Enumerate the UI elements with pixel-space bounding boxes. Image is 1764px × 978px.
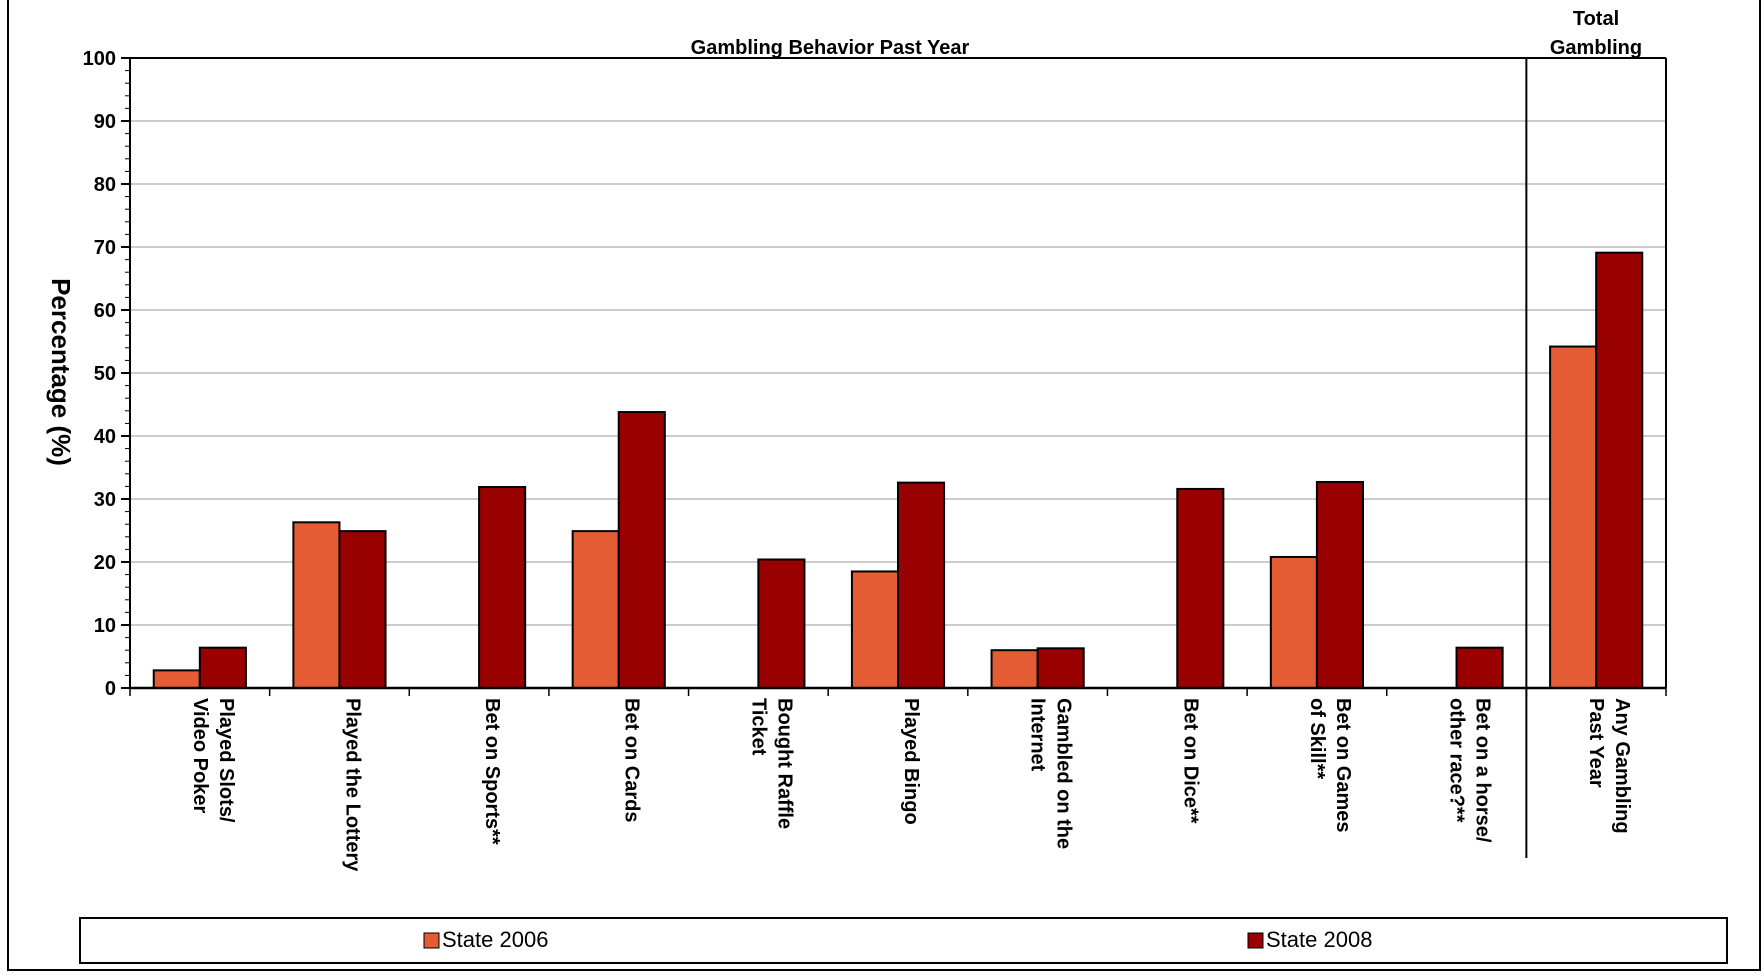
x-tick-label: Video Poker xyxy=(189,698,211,813)
bar-state-2008 xyxy=(1315,480,1364,689)
y-tick-label: 70 xyxy=(94,237,116,259)
bar-state-2008 xyxy=(617,411,666,689)
bar-state-2008 xyxy=(1036,647,1085,689)
x-tick-label: Bet on Sports** xyxy=(481,698,503,845)
bar-state-2008 xyxy=(338,530,387,689)
y-tick-label: 80 xyxy=(94,174,116,196)
x-tick-label: Bought Raffle xyxy=(773,698,795,829)
outer-border xyxy=(7,0,1761,971)
y-axis-title: Percentage (%) xyxy=(46,278,76,466)
y-tick-label: 40 xyxy=(94,426,116,448)
bar-state-2006 xyxy=(1549,345,1598,689)
bar-state-2008 xyxy=(198,646,247,689)
y-tick-label: 100 xyxy=(83,48,116,70)
legend-box xyxy=(79,917,1728,964)
x-tick-label: Played Bingo xyxy=(900,698,922,825)
legend-label-state-2006: State 2006 xyxy=(442,927,548,952)
bar-state-2008 xyxy=(897,481,946,689)
x-tick-label: Played the Lottery xyxy=(341,698,363,872)
x-tick-label: Bet on Games xyxy=(1332,698,1354,832)
bar-state-2006 xyxy=(292,521,341,689)
x-tick-label: Bet on Cards xyxy=(621,698,643,822)
section-header-total-line2: Gambling xyxy=(1550,37,1642,59)
y-tick-label: 90 xyxy=(94,111,116,133)
bars xyxy=(152,251,1644,690)
bar-state-2008 xyxy=(757,558,806,689)
bar-state-2008 xyxy=(1595,251,1644,689)
legend-label-state-2008: State 2008 xyxy=(1266,927,1372,952)
x-tick-label: Past Year xyxy=(1585,698,1607,788)
bar-state-2006 xyxy=(152,669,201,689)
x-tick-label: Bet on Dice** xyxy=(1179,698,1201,824)
bar-state-2006 xyxy=(990,649,1039,690)
bar-state-2008 xyxy=(1455,646,1504,689)
legend-swatch-state-2006 xyxy=(423,932,440,949)
y-tick-label: 60 xyxy=(94,300,116,322)
bar-state-2008 xyxy=(1176,487,1225,690)
section-header-behavior: Gambling Behavior Past Year xyxy=(691,37,970,59)
legend: State 2006 State 2008 xyxy=(79,917,1728,964)
y-tick-label: 10 xyxy=(94,615,116,637)
category-labels: Played Slots/Video Poker Played the Lotte… xyxy=(189,698,1633,872)
y-tick-label: 50 xyxy=(94,363,116,385)
x-tick-label: Any Gambling xyxy=(1611,698,1633,834)
axes: 0 10 20 30 40 50 60 70 80 90 100 xyxy=(83,48,1667,858)
x-tick-label: Played Slots/ xyxy=(215,698,237,823)
bar-state-2008 xyxy=(478,486,527,689)
x-tick-label: Gambled on the xyxy=(1053,698,1075,849)
bar-state-2006 xyxy=(1269,555,1318,690)
y-tick-label: 20 xyxy=(94,552,116,574)
x-tick-label: Bet on a horse/ xyxy=(1472,698,1494,843)
x-tick-label: Ticket xyxy=(747,698,769,756)
x-tick-label: other race?** xyxy=(1446,698,1468,823)
x-tick-label: of Skill** xyxy=(1306,698,1328,779)
y-tick-label: 0 xyxy=(105,678,116,700)
x-tick-label: Internet xyxy=(1027,698,1049,772)
legend-swatch-state-2008 xyxy=(1247,932,1264,949)
section-header-total-line1: Total xyxy=(1573,8,1619,30)
bar-state-2006 xyxy=(571,530,620,689)
y-tick-label: 30 xyxy=(94,489,116,511)
bar-state-2006 xyxy=(850,570,899,690)
